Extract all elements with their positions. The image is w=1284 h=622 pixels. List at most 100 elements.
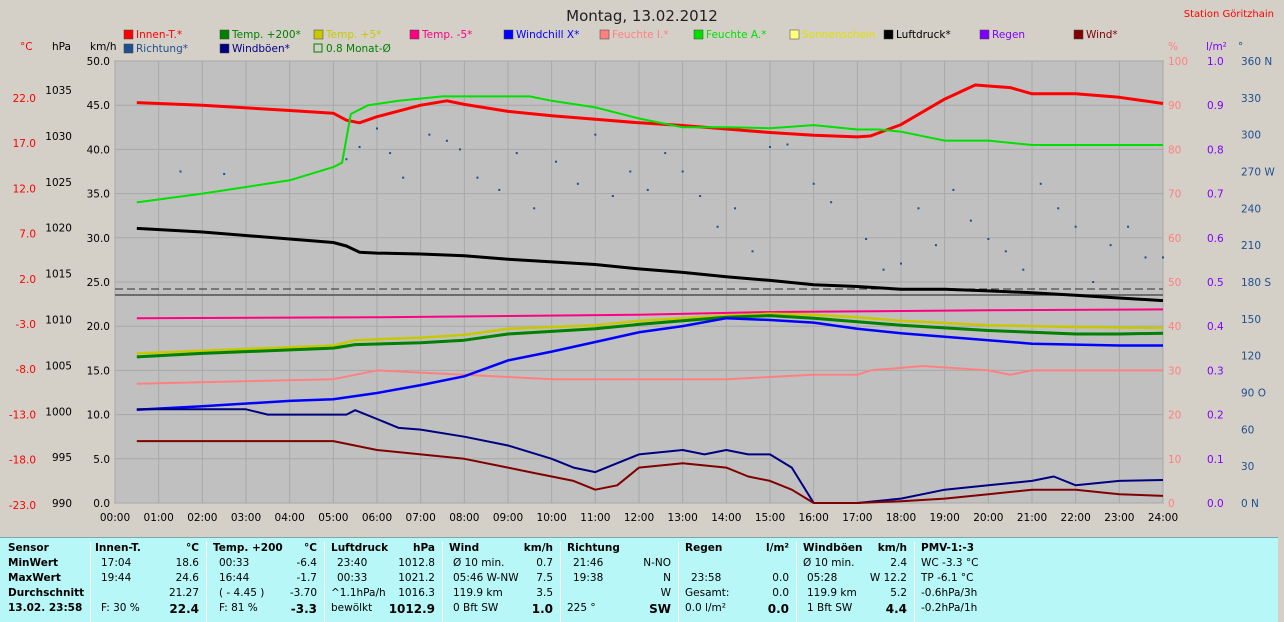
percent-tick-label: 50 (1168, 277, 1181, 289)
rain-tick-label: 0.2 (1207, 410, 1224, 422)
regen-header: Regen (685, 542, 723, 554)
direction-point (179, 170, 182, 173)
legend-label: Temp. -5* (421, 29, 472, 41)
direction-point (830, 201, 833, 204)
x-tick-label: 08:00 (449, 512, 479, 524)
luftdruck-forecast: bewölkt (331, 602, 373, 614)
temp200-avg-note: ( - 4.45 ) (219, 587, 265, 599)
innen-unit: °C (186, 542, 199, 554)
hpa-tick-label: 1010 (45, 315, 72, 327)
legend-item[interactable]: Temp. +200* (219, 29, 301, 41)
series-line-wind- (136, 440, 1164, 504)
legend-item[interactable]: 0.8 Monat-Ø (313, 43, 391, 55)
pmv-dewpoint: TP -6.1 °C (921, 572, 974, 584)
windboen-avg10-value: 2.4 (890, 557, 907, 569)
hpa-tick-label: 1005 (45, 360, 72, 372)
legend-item[interactable]: Luftdruck* (883, 29, 951, 41)
series-line-temp-5- (136, 308, 1164, 320)
direction-point (1057, 207, 1060, 210)
direction-point (786, 143, 789, 146)
regen-total-label: Gesamt: (685, 587, 730, 599)
legend-swatch (599, 29, 610, 40)
legend-swatch (883, 29, 894, 40)
series-line-feuchte-a- (136, 95, 1163, 204)
innen-max-time: 19:44 (101, 572, 132, 584)
legend-item[interactable]: Regen (979, 29, 1025, 41)
wind-header: Wind (449, 542, 480, 554)
windboen-current-value: 4.4 (885, 602, 907, 616)
percent-tick-label: 60 (1168, 233, 1181, 245)
wind-avg10-value: 0.7 (536, 557, 553, 569)
direction-point (751, 250, 754, 253)
regen-total-value: 0.0 (772, 587, 789, 599)
luftdruck-min-value: 1012.8 (398, 557, 435, 569)
sensor-max-label: MaxWert (8, 572, 61, 584)
legend-swatch (503, 29, 514, 40)
sensor-header: Sensor (8, 542, 49, 554)
sensor-min-label: MinWert (8, 557, 59, 569)
temp200-avg-value: -3.70 (289, 587, 317, 599)
legend-item[interactable]: Wind* (1073, 29, 1118, 41)
direction-point (934, 244, 937, 247)
unit-hpa: hPa (52, 41, 71, 53)
rain-tick-label: 0.3 (1207, 365, 1224, 377)
hpa-tick-label: 1030 (45, 131, 72, 143)
legend-item[interactable]: Windchill X* (503, 29, 579, 41)
pmv-header: PMV-1:-3 (921, 542, 975, 554)
direction-point (769, 145, 771, 148)
hpa-tick-label: 1015 (45, 269, 72, 281)
luftdruck-header: Luftdruck (331, 542, 389, 554)
legend-item[interactable]: Sonnenschein (789, 29, 875, 41)
direction-point (389, 152, 392, 155)
direction-point (594, 133, 597, 136)
innen-current-value: 22.4 (169, 602, 199, 616)
legend-label: Temp. +200* (231, 29, 301, 41)
direction-point (445, 139, 448, 142)
legend-item[interactable]: Innen-T.* (123, 29, 182, 41)
stats-col-richtung: Richtung 21:46 N-NO 19:38 N W 225 ° SW (560, 542, 677, 622)
temp200-min-value: -6.4 (296, 557, 318, 569)
legend-item[interactable]: Richtung* (123, 43, 188, 55)
celsius-tick-label: 17.0 (13, 138, 36, 150)
windboen-avg10-label: Ø 10 min. (803, 557, 855, 569)
legend-item[interactable]: Feuchte A.* (693, 29, 767, 41)
innen-header: Innen-T. (95, 542, 141, 554)
temp200-max-time: 16:44 (219, 572, 250, 584)
legend-item[interactable]: Feuchte I.* (599, 29, 669, 41)
legend-label: 0.8 Monat-Ø (326, 43, 391, 55)
direction-point (376, 127, 378, 130)
rain-tick-label: 0.0 (1207, 498, 1224, 510)
kmh-tick-label: 0.0 (93, 498, 110, 510)
percent-tick-label: 100 (1168, 56, 1188, 68)
x-tick-label: 19:00 (930, 512, 960, 524)
percent-tick-label: 70 (1168, 189, 1181, 201)
celsius-tick-label: 12.0 (13, 183, 36, 195)
x-tick-label: 18:00 (886, 512, 916, 524)
x-tick-label: 23:00 (1104, 512, 1134, 524)
direction-point (917, 207, 920, 210)
wind-avg10-label: Ø 10 min. (453, 557, 505, 569)
x-tick-label: 10:00 (537, 512, 567, 524)
direction-point (882, 268, 885, 271)
legend-item[interactable]: Temp. +5* (313, 29, 381, 41)
kmh-tick-label: 20.0 (87, 321, 110, 333)
series-line-innen-t- (136, 83, 1164, 139)
pmv-windchill: WC -3.3 °C (921, 557, 979, 569)
unit-percent: % (1168, 41, 1178, 53)
direction-tick-label: 300 (1241, 130, 1261, 142)
legend-item[interactable]: Temp. -5* (409, 29, 472, 41)
legend-label: Richtung* (136, 43, 188, 55)
wind-avg-value: 3.5 (536, 587, 553, 599)
x-tick-label: 12:00 (624, 512, 654, 524)
celsius-tick-label: -23.0 (9, 500, 36, 512)
legend-label: Feuchte I.* (612, 29, 669, 41)
hpa-tick-label: 990 (52, 498, 72, 510)
legend-item[interactable]: Windböen* (219, 43, 290, 55)
luftdruck-max-value: 1021.2 (398, 572, 435, 584)
x-tick-label: 11:00 (580, 512, 610, 524)
direction-point (1074, 225, 1077, 228)
x-tick-label: 14:00 (711, 512, 741, 524)
celsius-tick-label: 7.0 (19, 229, 36, 241)
direction-tick-label: 60 (1241, 424, 1254, 436)
wind-beaufort: 0 Bft SW (453, 602, 499, 614)
